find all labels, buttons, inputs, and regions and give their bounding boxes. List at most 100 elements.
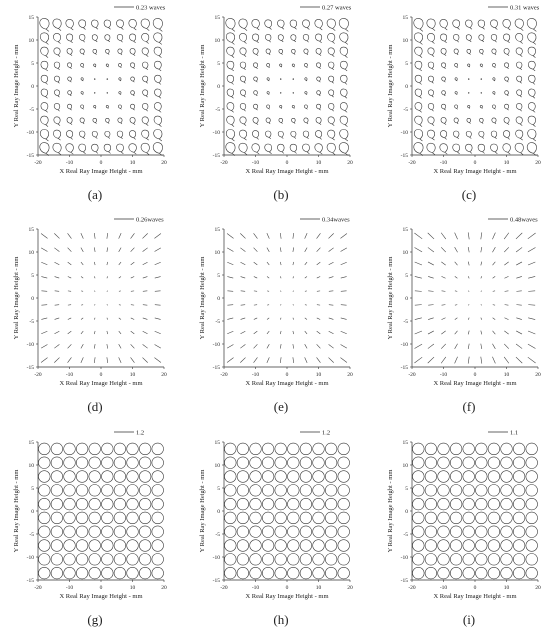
panel-label: (h)	[273, 612, 288, 627]
coma-mark	[426, 18, 436, 31]
field-circle	[249, 511, 262, 525]
y-tick-label: 10	[29, 250, 35, 256]
field-circle	[224, 470, 237, 483]
field-circle	[126, 525, 139, 538]
astig-mark	[492, 232, 496, 240]
coma-mark	[478, 34, 485, 43]
field-circle	[525, 498, 538, 511]
coma-mark	[152, 142, 163, 156]
field-circle	[337, 539, 350, 552]
field-circle	[325, 553, 338, 566]
coma-mark	[465, 34, 472, 43]
astig-mark	[304, 233, 308, 239]
astig-mark	[142, 233, 148, 239]
x-axis-label: X Real Ray Image Height - mm	[59, 593, 142, 600]
field-circle	[75, 539, 89, 552]
coma-mark	[304, 91, 308, 96]
coma-mark	[292, 92, 294, 94]
field-circle	[139, 456, 152, 469]
y-tick-label: 5	[405, 486, 408, 492]
coma-mark	[40, 74, 48, 85]
y-axis-label: Y Real Ray Image Height - mm	[199, 470, 206, 553]
astig-mark	[80, 276, 84, 279]
field-circle	[262, 539, 275, 552]
y-tick-label: 10	[403, 463, 409, 469]
coma-mark	[303, 117, 309, 125]
astig-mark	[93, 357, 96, 363]
coma-mark	[480, 78, 482, 80]
field-circle	[512, 470, 526, 483]
coma-mark	[91, 130, 98, 139]
x-tick-label: 10	[130, 372, 136, 378]
coma-mark	[280, 92, 282, 94]
y-tick-label: 0	[217, 296, 220, 302]
field-circle	[50, 442, 64, 456]
y-axis-label: Y Real Ray Image Height - mm	[387, 45, 394, 128]
x-tick-label: -20	[34, 160, 42, 166]
coma-mark	[338, 18, 349, 32]
astig-mark	[67, 357, 72, 363]
y-tick-label: -15	[213, 578, 221, 584]
field-circle	[88, 539, 101, 552]
astig-mark	[154, 261, 161, 266]
x-tick-label: -10	[440, 372, 448, 378]
coma-mark	[328, 103, 335, 112]
astig-mark	[528, 317, 536, 320]
astig-mark	[253, 276, 258, 279]
astig-mark	[454, 304, 458, 306]
coma-mark	[78, 19, 86, 30]
field-circle	[424, 442, 438, 456]
coma-mark	[302, 34, 310, 43]
coma-mark	[328, 61, 335, 71]
astig-mark	[106, 304, 108, 306]
field-circle	[299, 553, 313, 566]
coma-mark	[225, 18, 236, 32]
field-circle	[75, 566, 89, 580]
coma-mark	[153, 129, 163, 142]
coma-mark	[39, 142, 50, 156]
field-circle	[224, 511, 237, 525]
coma-mark	[503, 130, 511, 140]
astig-mark	[492, 304, 496, 306]
coma-mark	[66, 117, 73, 125]
y-tick-label: -10	[213, 342, 221, 348]
field-circle	[38, 456, 51, 469]
field-circle	[38, 442, 51, 456]
astig-mark	[340, 261, 347, 266]
coma-mark	[292, 78, 294, 80]
field-circle	[88, 470, 101, 483]
y-tick-label: 0	[217, 509, 220, 515]
coma-mark	[291, 63, 295, 68]
coma-mark	[142, 61, 149, 71]
astig-mark	[67, 233, 72, 239]
field-circle	[50, 511, 64, 525]
x-tick-label: -10	[66, 160, 74, 166]
field-circle	[462, 566, 475, 580]
field-circle	[525, 484, 538, 497]
x-tick-label: 10	[504, 585, 510, 591]
coma-mark	[94, 92, 96, 94]
astig-mark	[94, 304, 96, 306]
x-tick-label: 10	[316, 160, 322, 166]
x-tick-label: 10	[504, 372, 510, 378]
coma-mark	[503, 33, 511, 44]
astig-mark	[93, 233, 96, 239]
coma-mark	[468, 78, 470, 80]
coma-mark	[266, 91, 270, 96]
field-circle	[487, 511, 501, 525]
field-circle	[113, 511, 126, 525]
astig-mark	[304, 357, 308, 363]
astig-mark	[340, 357, 348, 363]
coma-mark	[105, 63, 109, 68]
field-circle	[63, 525, 76, 538]
coma-mark	[65, 143, 74, 155]
astig-mark	[467, 246, 470, 253]
field-circle	[299, 456, 313, 469]
coma-mark	[516, 103, 523, 112]
astig-mark	[467, 356, 470, 364]
field-circle	[325, 456, 338, 469]
astig-mark	[440, 356, 447, 364]
coma-mark	[252, 48, 259, 56]
astig-mark	[253, 330, 258, 335]
field-circle	[525, 511, 538, 525]
